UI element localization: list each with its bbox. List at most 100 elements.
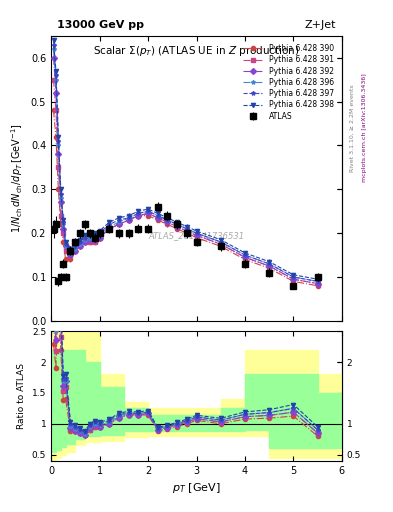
Pythia 6.428 397: [146, 208, 151, 215]
Pythia 6.428 398: [61, 217, 66, 223]
Pythia 6.428 392: [78, 243, 83, 249]
Pythia 6.428 390: [63, 257, 68, 263]
Pythia 6.428 396: [107, 224, 112, 230]
Pythia 6.428 398: [73, 241, 78, 247]
Pythia 6.428 390: [107, 226, 112, 232]
Pythia 6.428 391: [68, 252, 73, 258]
Pythia 6.428 391: [61, 230, 66, 236]
Pythia 6.428 396: [61, 221, 66, 227]
Pythia 6.428 396: [155, 212, 160, 219]
Pythia 6.428 396: [136, 210, 141, 217]
Pythia 6.428 390: [146, 212, 151, 219]
Pythia 6.428 390: [97, 234, 102, 241]
Pythia 6.428 397: [267, 261, 272, 267]
X-axis label: $p_T$ [GeV]: $p_T$ [GeV]: [172, 481, 221, 495]
Pythia 6.428 398: [78, 237, 83, 243]
Pythia 6.428 392: [56, 151, 61, 157]
Pythia 6.428 391: [291, 276, 296, 282]
Pythia 6.428 390: [315, 283, 320, 289]
Pythia 6.428 397: [68, 248, 73, 254]
Pythia 6.428 398: [315, 276, 320, 282]
Pythia 6.428 391: [107, 226, 112, 232]
Pythia 6.428 392: [194, 232, 199, 239]
Pythia 6.428 398: [63, 239, 68, 245]
Pythia 6.428 398: [165, 215, 170, 221]
Pythia 6.428 392: [155, 215, 160, 221]
Pythia 6.428 391: [136, 212, 141, 219]
Pythia 6.428 391: [315, 281, 320, 287]
Pythia 6.428 392: [184, 228, 189, 234]
Pythia 6.428 392: [51, 55, 56, 61]
Pythia 6.428 397: [63, 241, 68, 247]
Pythia 6.428 390: [61, 239, 66, 245]
Pythia 6.428 392: [61, 226, 66, 232]
Pythia 6.428 396: [194, 230, 199, 236]
Text: Scalar $\Sigma(p_T)$ (ATLAS UE in $Z$ production): Scalar $\Sigma(p_T)$ (ATLAS UE in $Z$ pr…: [93, 45, 300, 58]
Pythia 6.428 396: [63, 243, 68, 249]
Line: Pythia 6.428 398: Pythia 6.428 398: [51, 38, 320, 281]
Pythia 6.428 398: [107, 219, 112, 225]
Pythia 6.428 390: [219, 243, 223, 249]
Pythia 6.428 392: [107, 226, 112, 232]
Pythia 6.428 396: [56, 142, 61, 148]
Pythia 6.428 398: [92, 230, 97, 236]
Pythia 6.428 392: [59, 199, 63, 205]
Y-axis label: Ratio to ATLAS: Ratio to ATLAS: [17, 363, 26, 429]
Pythia 6.428 396: [219, 239, 223, 245]
Line: Pythia 6.428 390: Pythia 6.428 390: [51, 109, 320, 288]
Pythia 6.428 398: [83, 232, 87, 239]
Pythia 6.428 397: [242, 252, 247, 258]
Pythia 6.428 398: [117, 215, 121, 221]
Pythia 6.428 397: [219, 239, 223, 245]
Text: 13000 GeV pp: 13000 GeV pp: [57, 20, 144, 30]
Pythia 6.428 398: [291, 272, 296, 278]
Line: Pythia 6.428 396: Pythia 6.428 396: [51, 47, 320, 284]
Pythia 6.428 397: [97, 230, 102, 236]
Pythia 6.428 391: [83, 239, 87, 245]
Pythia 6.428 390: [56, 186, 61, 193]
Pythia 6.428 397: [88, 232, 92, 239]
Pythia 6.428 396: [291, 274, 296, 280]
Text: ATLAS_2019_I1736531: ATLAS_2019_I1736531: [149, 231, 244, 240]
Pythia 6.428 398: [88, 230, 92, 236]
Pythia 6.428 391: [56, 164, 61, 170]
Pythia 6.428 396: [267, 261, 272, 267]
Pythia 6.428 398: [175, 219, 180, 225]
Pythia 6.428 397: [83, 234, 87, 241]
Pythia 6.428 397: [56, 138, 61, 144]
Pythia 6.428 397: [194, 230, 199, 236]
Pythia 6.428 392: [315, 281, 320, 287]
Pythia 6.428 397: [117, 217, 121, 223]
Pythia 6.428 391: [88, 239, 92, 245]
Pythia 6.428 397: [59, 190, 63, 197]
Pythia 6.428 396: [146, 208, 151, 215]
Pythia 6.428 390: [73, 248, 78, 254]
Pythia 6.428 396: [175, 221, 180, 227]
Pythia 6.428 392: [219, 241, 223, 247]
Pythia 6.428 392: [242, 254, 247, 261]
Pythia 6.428 391: [73, 248, 78, 254]
Pythia 6.428 396: [78, 241, 83, 247]
Pythia 6.428 397: [92, 232, 97, 239]
Pythia 6.428 397: [291, 274, 296, 280]
Pythia 6.428 391: [194, 232, 199, 239]
Pythia 6.428 396: [92, 234, 97, 241]
Pythia 6.428 391: [184, 228, 189, 234]
Y-axis label: $1/N_{\rm ch}\,dN_{\rm ch}/dp_T\,[\rm GeV^{-1}]$: $1/N_{\rm ch}\,dN_{\rm ch}/dp_T\,[\rm Ge…: [9, 123, 25, 233]
Pythia 6.428 396: [184, 226, 189, 232]
Pythia 6.428 396: [126, 215, 131, 221]
Pythia 6.428 396: [83, 237, 87, 243]
Pythia 6.428 392: [92, 237, 97, 243]
Pythia 6.428 392: [68, 252, 73, 258]
Pythia 6.428 392: [126, 217, 131, 223]
Pythia 6.428 398: [126, 212, 131, 219]
Pythia 6.428 396: [59, 195, 63, 201]
Pythia 6.428 390: [136, 212, 141, 219]
Pythia 6.428 391: [126, 217, 131, 223]
Pythia 6.428 391: [97, 234, 102, 241]
Pythia 6.428 392: [117, 221, 121, 227]
Pythia 6.428 390: [83, 239, 87, 245]
Pythia 6.428 396: [97, 232, 102, 239]
Pythia 6.428 392: [63, 243, 68, 249]
Pythia 6.428 398: [136, 208, 141, 215]
